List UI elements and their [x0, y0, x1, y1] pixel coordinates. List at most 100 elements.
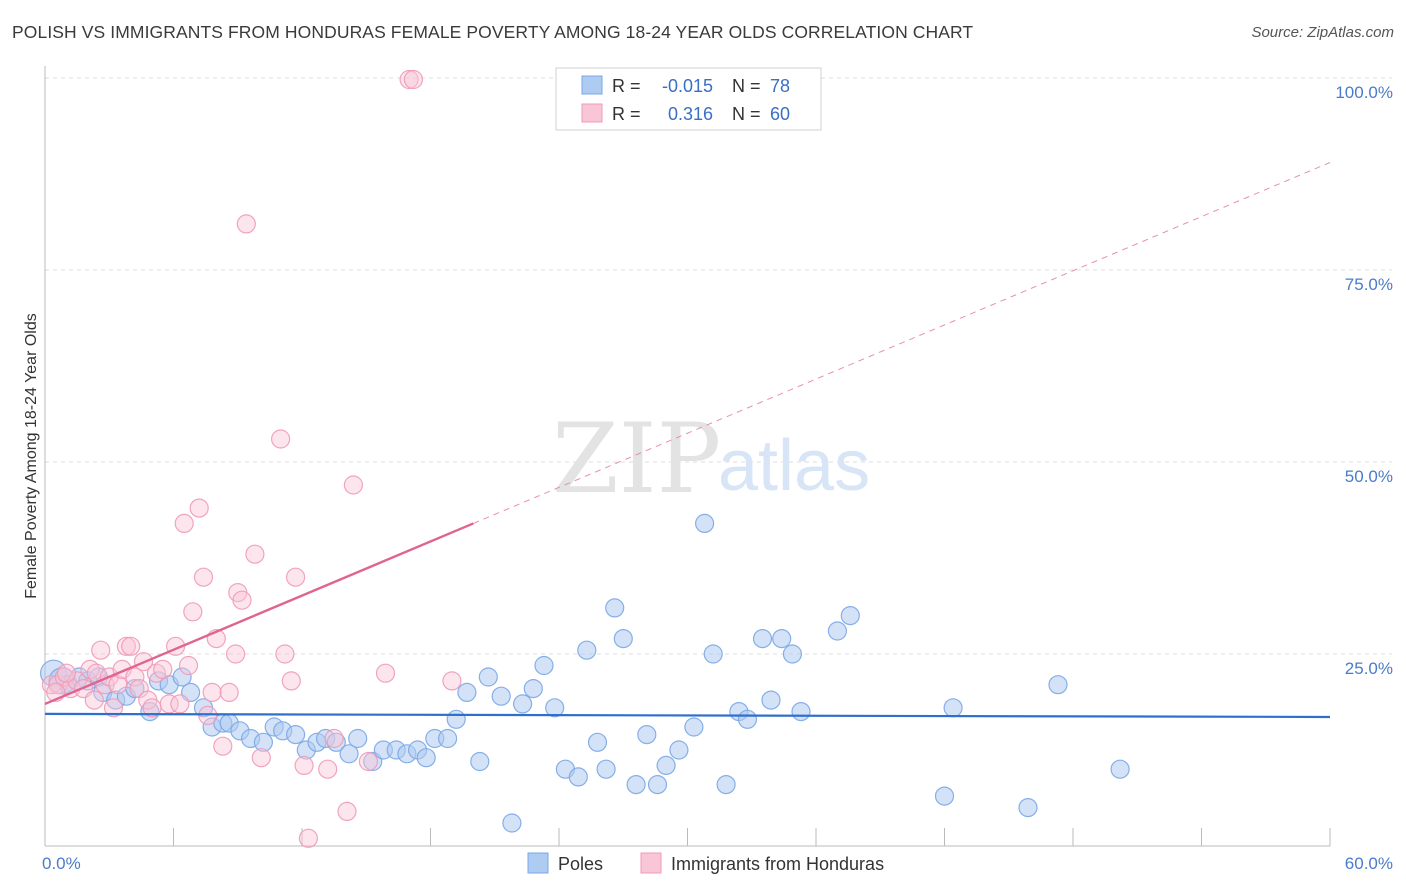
point-honduras	[245, 544, 265, 564]
point-honduras	[174, 513, 194, 534]
point-honduras	[213, 736, 233, 756]
point-honduras	[193, 567, 214, 587]
point-honduras	[281, 671, 301, 691]
point-honduras	[183, 602, 203, 622]
y-tick-labels: 25.0% 50.0% 75.0% 100.0%	[1335, 83, 1393, 678]
chart-source: Source: ZipAtlas.com	[1251, 24, 1394, 41]
stats-n-label-poles: N =	[732, 76, 761, 96]
x-tick-labels: 0.0% 60.0%	[42, 854, 1393, 873]
point-poles	[253, 732, 273, 752]
point-poles	[339, 744, 359, 764]
point-poles	[438, 728, 458, 749]
x-tick-label: 60.0%	[1345, 854, 1393, 873]
point-honduras	[337, 801, 357, 822]
axes	[44, 66, 1331, 847]
chart-title: POLISH VS IMMIGRANTS FROM HONDURAS FEMAL…	[12, 22, 974, 42]
point-poles	[761, 690, 781, 710]
point-honduras	[226, 644, 246, 664]
point-honduras	[56, 663, 77, 683]
point-poles	[737, 709, 758, 729]
point-honduras	[251, 748, 271, 768]
x-tick-label: 0.0%	[42, 854, 81, 873]
stats-n-value-poles: 78	[770, 76, 790, 96]
point-poles	[669, 740, 689, 760]
point-poles	[512, 694, 533, 714]
stats-swatch-honduras	[581, 103, 603, 123]
point-poles	[684, 717, 704, 737]
point-poles	[568, 767, 588, 787]
point-honduras	[91, 640, 111, 660]
point-poles	[172, 667, 192, 687]
y-tick-label: 50.0%	[1345, 467, 1393, 486]
point-poles	[577, 640, 597, 660]
point-honduras	[343, 475, 363, 495]
stats-n-label-honduras: N =	[732, 104, 761, 124]
point-honduras	[84, 690, 104, 710]
point-honduras	[159, 694, 179, 714]
point-honduras	[236, 214, 256, 234]
trend-line-honduras-extension	[473, 162, 1331, 524]
point-honduras	[108, 675, 128, 695]
stats-r-value-honduras: 0.316	[668, 104, 713, 124]
point-poles	[587, 732, 608, 752]
point-poles	[626, 774, 646, 795]
point-honduras	[399, 69, 419, 90]
point-honduras	[189, 498, 209, 518]
point-poles	[348, 728, 368, 749]
point-poles	[457, 682, 477, 703]
point-honduras	[298, 828, 318, 848]
point-honduras	[358, 751, 378, 772]
point-poles	[772, 628, 792, 649]
point-poles	[782, 644, 803, 664]
series-legend: Poles Immigrants from Honduras	[527, 852, 884, 874]
point-honduras	[232, 590, 252, 610]
y-axis-label: Female Poverty Among 18-24 Year Olds	[23, 313, 40, 599]
point-poles	[491, 686, 511, 706]
point-honduras	[318, 759, 338, 779]
point-honduras	[271, 429, 291, 449]
watermark-atlas: atlas	[718, 426, 870, 506]
y-tick-label: 25.0%	[1345, 659, 1393, 678]
stats-r-value-poles: -0.015	[662, 76, 713, 96]
point-honduras	[170, 694, 190, 714]
point-honduras	[121, 636, 141, 656]
point-poles	[478, 667, 498, 687]
point-honduras	[375, 663, 396, 683]
point-honduras	[125, 667, 145, 687]
point-honduras	[219, 682, 239, 703]
point-honduras	[403, 69, 423, 90]
point-poles	[470, 751, 490, 772]
point-poles	[694, 513, 715, 534]
point-poles	[1110, 759, 1130, 779]
point-poles	[523, 678, 543, 699]
point-poles	[840, 605, 860, 626]
point-poles	[703, 644, 723, 664]
point-poles	[446, 709, 466, 729]
point-poles	[1048, 675, 1068, 695]
point-honduras	[103, 698, 124, 718]
point-poles	[656, 755, 676, 776]
stats-r-label-honduras: R =	[612, 104, 641, 124]
point-honduras	[275, 644, 295, 664]
point-honduras	[442, 671, 462, 691]
trend-lines	[44, 162, 1331, 719]
watermark: ZIP atlas	[552, 403, 870, 515]
point-honduras	[286, 567, 306, 587]
point-poles	[502, 813, 522, 833]
point-poles	[534, 655, 554, 676]
legend-label-honduras: Immigrants from Honduras	[671, 854, 884, 874]
stats-r-label-poles: R =	[612, 76, 641, 96]
point-honduras	[178, 655, 199, 676]
point-poles	[605, 598, 625, 618]
grid-lines	[45, 77, 1392, 655]
y-tick-label: 100.0%	[1335, 83, 1393, 102]
trend-line-poles	[44, 712, 1331, 719]
point-poles	[791, 701, 811, 722]
point-honduras	[202, 682, 222, 703]
stats-n-value-honduras: 60	[770, 104, 790, 124]
legend-label-poles: Poles	[558, 854, 603, 874]
point-poles	[613, 628, 633, 649]
point-honduras	[116, 636, 137, 656]
point-poles	[716, 774, 736, 795]
legend-swatch-honduras	[640, 852, 662, 874]
